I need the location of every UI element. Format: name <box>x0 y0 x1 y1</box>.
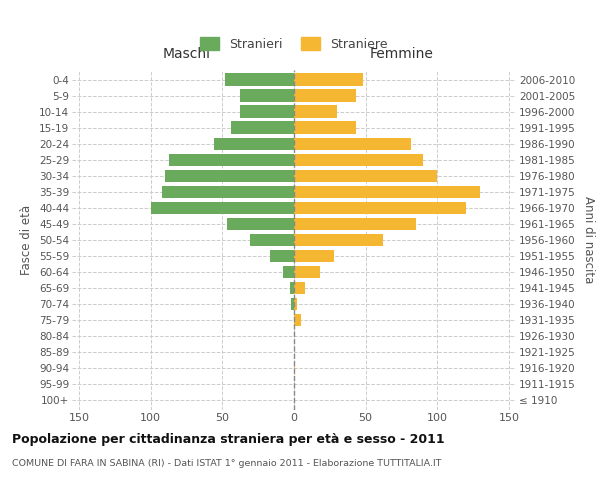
Legend: Stranieri, Straniere: Stranieri, Straniere <box>196 32 392 56</box>
Bar <box>294 282 305 294</box>
Bar <box>214 138 294 150</box>
Bar <box>165 170 294 182</box>
Bar <box>151 202 294 214</box>
Bar <box>239 106 294 118</box>
Y-axis label: Fasce di età: Fasce di età <box>20 205 34 275</box>
Bar <box>294 106 337 118</box>
Text: Maschi: Maschi <box>163 48 211 62</box>
Bar <box>294 362 295 374</box>
Bar <box>294 186 480 198</box>
Bar <box>294 250 334 262</box>
Bar <box>239 90 294 102</box>
Bar <box>294 138 412 150</box>
Bar <box>294 218 416 230</box>
Bar <box>294 154 423 166</box>
Bar <box>269 250 294 262</box>
Bar <box>294 234 383 246</box>
Bar <box>294 122 356 134</box>
Text: COMUNE DI FARA IN SABINA (RI) - Dati ISTAT 1° gennaio 2011 - Elaborazione TUTTIT: COMUNE DI FARA IN SABINA (RI) - Dati IST… <box>12 459 442 468</box>
Bar <box>225 74 294 86</box>
Bar <box>227 218 294 230</box>
Bar <box>283 266 294 278</box>
Bar <box>162 186 294 198</box>
Text: Femmine: Femmine <box>370 48 433 62</box>
Bar <box>294 298 297 310</box>
Bar <box>294 266 320 278</box>
Bar <box>250 234 294 246</box>
Bar <box>291 298 294 310</box>
Bar <box>231 122 294 134</box>
Bar <box>294 74 363 86</box>
Bar <box>294 202 466 214</box>
Text: Popolazione per cittadinanza straniera per età e sesso - 2011: Popolazione per cittadinanza straniera p… <box>12 432 445 446</box>
Bar <box>294 314 301 326</box>
Bar <box>294 90 356 102</box>
Bar <box>290 282 294 294</box>
Bar <box>169 154 294 166</box>
Y-axis label: Anni di nascita: Anni di nascita <box>582 196 595 284</box>
Bar <box>294 170 437 182</box>
